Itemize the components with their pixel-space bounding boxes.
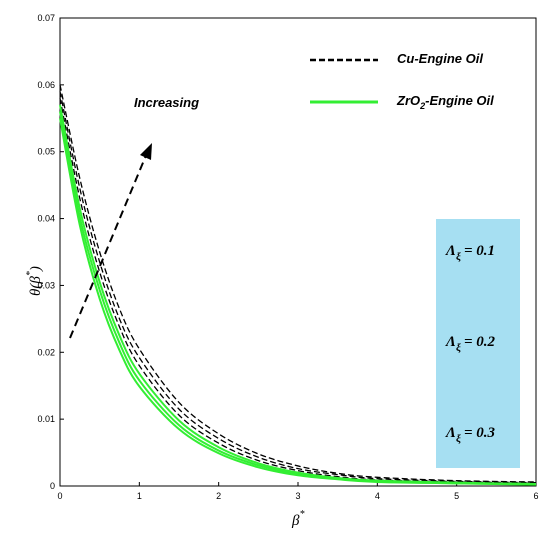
cu-engine-oil-curve-3 bbox=[59, 98, 537, 484]
y-tick-label: 0.05 bbox=[37, 147, 55, 157]
y-axis-label: θ(β*) bbox=[25, 266, 44, 296]
parameter-labels: Λξ = 0.1 Λξ = 0.2 Λξ = 0.3 bbox=[445, 243, 496, 445]
cu-engine-oil-curve-1 bbox=[59, 84, 537, 483]
y-tick-label: 0.06 bbox=[37, 80, 55, 90]
zro2-engine-oil-curve-3 bbox=[59, 118, 537, 486]
param-label-2: Λξ = 0.2 bbox=[445, 334, 496, 354]
legend: Cu-Engine Oil ZrO2-Engine Oil bbox=[310, 51, 494, 111]
x-axis-label: β* bbox=[291, 509, 304, 529]
x-tick-label: 5 bbox=[454, 491, 459, 501]
param-label-1: Λξ = 0.1 bbox=[445, 243, 495, 263]
increasing-label: Increasing bbox=[134, 95, 199, 110]
y-tick-label: 0.02 bbox=[37, 347, 55, 357]
x-tick-label: 1 bbox=[137, 491, 142, 501]
legend-label-cu: Cu-Engine Oil bbox=[397, 51, 483, 66]
parameter-box bbox=[436, 219, 520, 468]
increasing-arrow bbox=[69, 143, 152, 339]
cu-engine-oil-curve-2 bbox=[59, 91, 537, 484]
x-tick-label: 2 bbox=[216, 491, 221, 501]
y-tick-label: 0.03 bbox=[37, 280, 55, 290]
y-tick-label: 0 bbox=[50, 481, 55, 491]
y-tick-label: 0.07 bbox=[37, 13, 55, 23]
param-label-3: Λξ = 0.3 bbox=[445, 425, 496, 445]
x-tick-label: 4 bbox=[375, 491, 380, 501]
x-tick-label: 0 bbox=[57, 491, 62, 501]
y-ticks: 0 0.01 0.02 0.03 0.04 0.05 0.06 0.07 bbox=[37, 13, 64, 491]
x-ticks: 0 1 2 3 4 5 6 bbox=[57, 482, 539, 501]
y-tick-label: 0.04 bbox=[37, 214, 55, 224]
y-tick-label: 0.01 bbox=[37, 414, 55, 424]
x-tick-label: 6 bbox=[533, 491, 538, 501]
x-tick-label: 3 bbox=[295, 491, 300, 501]
legend-label-zro2: ZrO2-Engine Oil bbox=[396, 93, 494, 111]
